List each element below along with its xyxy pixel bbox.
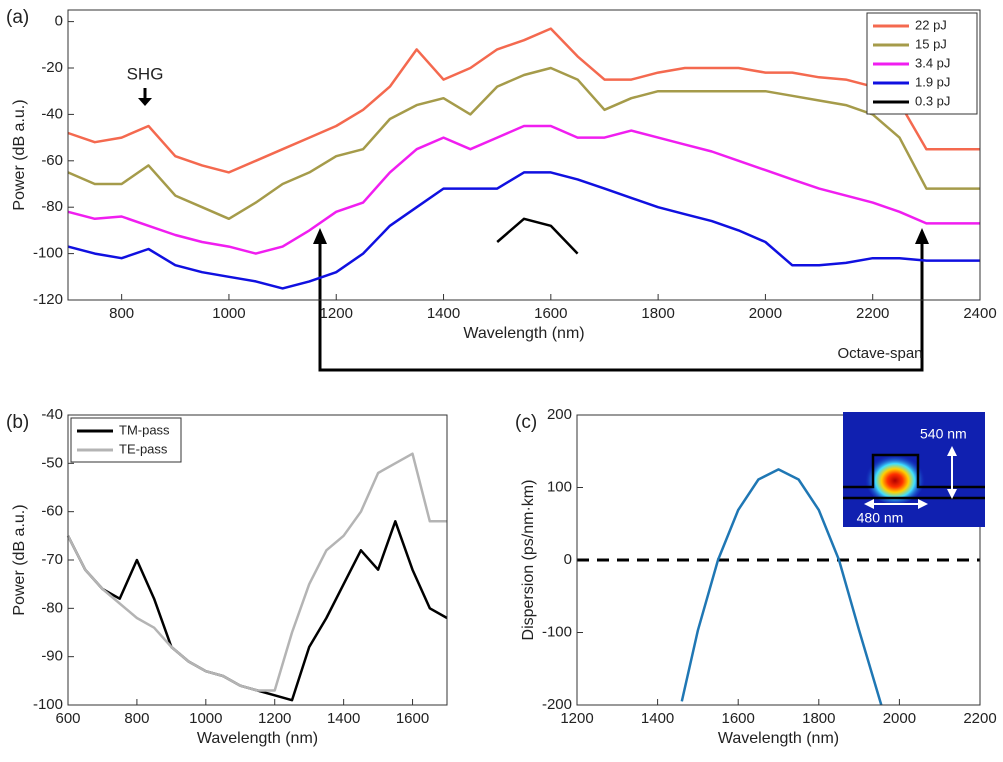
y-tick-label: 200	[547, 406, 572, 423]
x-tick-label: 1800	[641, 305, 674, 322]
y-tick-label: 0	[55, 13, 63, 30]
y-tick-label: 100	[547, 478, 572, 495]
y-tick-label: -70	[41, 551, 63, 568]
y-tick-label: -60	[41, 503, 63, 520]
series-line	[68, 29, 980, 173]
annotation: Octave-span	[837, 345, 922, 362]
x-tick-label: 1600	[722, 710, 755, 727]
x-axis-title: Wavelength (nm)	[197, 730, 318, 747]
arrow-head	[138, 98, 152, 106]
x-axis-title: Wavelength (nm)	[463, 325, 584, 342]
x-tick-label: 1400	[427, 305, 460, 322]
x-tick-label: 1400	[327, 710, 360, 727]
y-axis-title: Power (dB a.u.)	[11, 99, 28, 210]
x-tick-label: 1200	[258, 710, 291, 727]
y-tick-label: -50	[41, 454, 63, 471]
series-line	[68, 126, 980, 254]
x-tick-label: 800	[124, 710, 149, 727]
series-line	[497, 219, 577, 254]
x-tick-label: 2400	[963, 305, 996, 322]
y-tick-label: -80	[41, 198, 63, 215]
inset-label: 480 nm	[857, 510, 904, 526]
x-tick-label: 1400	[641, 710, 674, 727]
legend-label: 0.3 pJ	[915, 93, 950, 108]
legend-label: 1.9 pJ	[915, 74, 950, 89]
x-tick-label: 2000	[883, 710, 916, 727]
x-tick-label: 1000	[212, 305, 245, 322]
panel-label: (b)	[6, 412, 29, 433]
legend-label: 22 pJ	[915, 17, 947, 32]
y-tick-label: -100	[542, 623, 572, 640]
annotation: SHG	[127, 64, 164, 83]
panel: (a) -120 -100 -80 -60 -40 -20 0 800 1000 1200 1400 1…	[6, 7, 997, 342]
y-axis-title: Dispersion (ps/nm·km)	[520, 480, 537, 641]
series-line	[68, 454, 447, 691]
x-tick-label: 2000	[749, 305, 782, 322]
figure: SHG Octave-span (a) -120 -100 -80 -60 -40 -20 0…	[0, 0, 1003, 757]
x-tick-label: 600	[55, 710, 80, 727]
x-tick-label: 800	[109, 305, 134, 322]
x-tick-label: 1200	[560, 710, 593, 727]
y-axis-title: Power (dB a.u.)	[11, 504, 28, 615]
legend-label: TE-pass	[119, 441, 168, 456]
series-line	[68, 172, 980, 288]
arrow-head	[915, 228, 929, 244]
panel-label: (c)	[515, 412, 537, 433]
plot-frame	[68, 10, 980, 300]
x-tick-label: 1600	[396, 710, 429, 727]
bracket	[320, 242, 922, 370]
legend-label: 3.4 pJ	[915, 55, 950, 70]
y-tick-label: -120	[33, 291, 63, 308]
arrow-head	[313, 228, 327, 244]
inset-label: 540 nm	[920, 426, 967, 442]
y-tick-label: 0	[564, 551, 572, 568]
y-tick-label: -60	[41, 152, 63, 169]
y-tick-label: -40	[41, 105, 63, 122]
legend-label: TM-pass	[119, 422, 170, 437]
y-tick-label: -40	[41, 406, 63, 423]
y-tick-label: -20	[41, 59, 63, 76]
x-tick-label: 1600	[534, 305, 567, 322]
legend-label: 15 pJ	[915, 36, 947, 51]
x-tick-label: 2200	[963, 710, 996, 727]
x-tick-label: 1800	[802, 710, 835, 727]
y-tick-label: -80	[41, 599, 63, 616]
y-tick-label: -90	[41, 648, 63, 665]
x-tick-label: 1000	[189, 710, 222, 727]
x-tick-label: 2200	[856, 305, 889, 322]
y-tick-label: -100	[33, 245, 63, 262]
series-line	[68, 521, 447, 700]
panel-label: (a)	[6, 7, 29, 28]
x-axis-title: Wavelength (nm)	[718, 730, 839, 747]
x-tick-label: 1200	[320, 305, 353, 322]
